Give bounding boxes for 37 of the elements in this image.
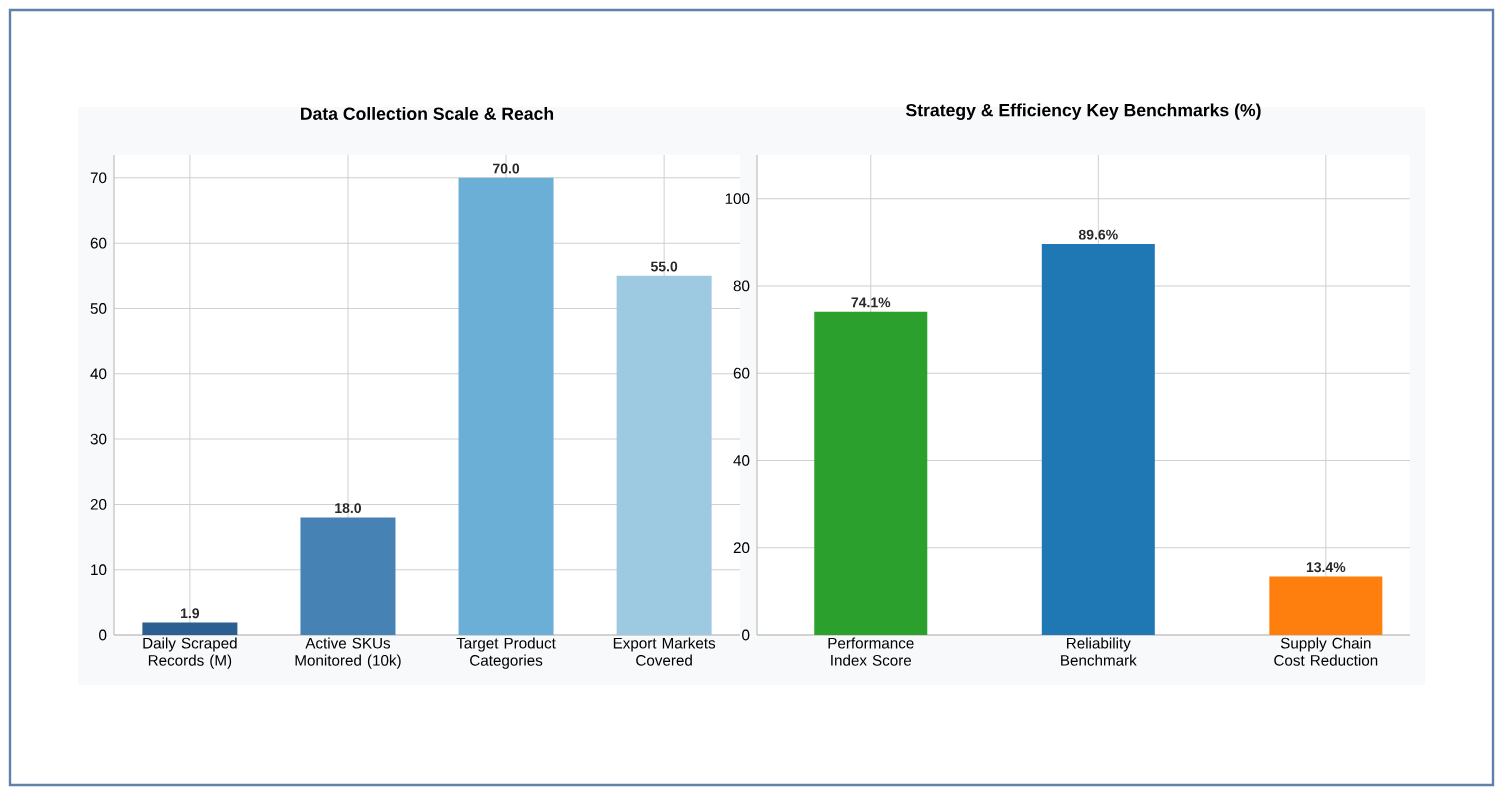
data-label: 13.4% xyxy=(1306,562,1346,573)
y-tick-label: 40 xyxy=(733,455,750,466)
bar xyxy=(1041,244,1155,635)
y-tick-label: 0 xyxy=(742,629,750,641)
bar xyxy=(616,275,712,635)
x-tick-label: Target Product Categories xyxy=(456,637,556,669)
x-tick-label: Performance Index Score xyxy=(828,637,914,666)
y-tick-label: 100 xyxy=(725,193,750,205)
y-tick-label: 40 xyxy=(90,368,107,380)
x-tick-label: Active SKUs Monitored (10k) xyxy=(295,637,401,669)
data-label: 18.0 xyxy=(335,503,362,514)
bar xyxy=(458,177,554,635)
y-tick-label: 60 xyxy=(90,237,107,249)
y-tick-label: 20 xyxy=(90,498,107,510)
data-label: 1.9 xyxy=(181,608,200,619)
y-tick-label: 30 xyxy=(90,433,107,445)
data-label: 89.6% xyxy=(1078,229,1118,240)
y-tick-label: 20 xyxy=(733,542,750,554)
data-label: 74.1% xyxy=(851,297,891,308)
data-label: 70.0 xyxy=(493,163,520,174)
chart-title: Data Collection Scale & Reach xyxy=(301,107,554,120)
y-tick-label: 80 xyxy=(733,280,750,292)
bar xyxy=(300,517,396,635)
y-tick-label: 70 xyxy=(90,172,107,184)
bar xyxy=(142,622,238,635)
bar xyxy=(814,311,928,635)
x-tick-label: Daily Scraped Records (M) xyxy=(143,637,237,669)
y-tick-label: 0 xyxy=(99,629,107,641)
x-tick-label: Export Markets Covered xyxy=(613,637,716,666)
bar xyxy=(1269,576,1383,635)
y-tick-label: 50 xyxy=(90,303,107,314)
chart-title: Strategy & Efficiency Key Benchmarks (%) xyxy=(905,103,1261,120)
y-tick-label: 60 xyxy=(733,367,750,379)
data-label: 55.0 xyxy=(650,261,678,272)
x-tick-label: Reliability Benchmark xyxy=(1061,637,1137,666)
x-tick-label: Supply Chain Cost Reduction xyxy=(1274,637,1378,666)
y-tick-label: 10 xyxy=(91,564,107,576)
